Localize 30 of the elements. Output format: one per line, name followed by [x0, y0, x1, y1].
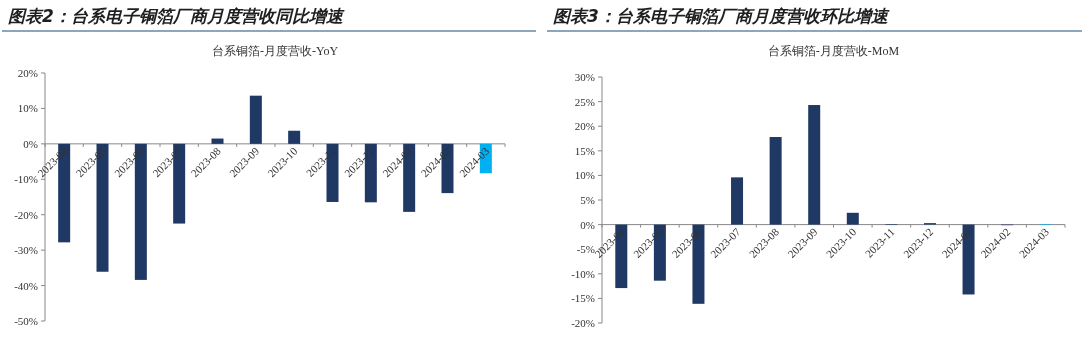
y-tick-label: -10% — [14, 173, 38, 186]
chart-subtitle: 台系铜箔-月度营收-YoY — [211, 44, 339, 58]
bar — [731, 177, 744, 225]
bar — [288, 130, 301, 144]
bar — [249, 95, 262, 144]
y-tick-label: 10% — [17, 102, 38, 115]
y-tick-label: 5% — [580, 194, 595, 206]
y-tick-label: 20% — [574, 120, 595, 133]
y-tick-label: -5% — [576, 243, 595, 256]
y-tick-label: -10% — [571, 267, 595, 280]
chart-title: 图表2：台系电子铜箔厂商月度营收同比增速 — [8, 6, 345, 26]
bar — [211, 138, 224, 144]
y-tick-label: 0% — [23, 137, 38, 150]
y-tick-label: -50% — [14, 315, 38, 327]
chart-title: 图表3：台系电子铜箔厂商月度营收环比增速 — [553, 6, 890, 26]
y-tick-label: -40% — [14, 279, 38, 292]
bar — [846, 212, 859, 225]
y-tick-label: 20% — [17, 67, 38, 79]
y-tick-label: -15% — [571, 292, 595, 305]
bar — [769, 137, 782, 225]
y-tick-label: 30% — [574, 71, 595, 83]
y-tick-label: -20% — [571, 317, 595, 329]
y-tick-label: 25% — [574, 95, 595, 108]
y-tick-label: 10% — [574, 169, 595, 182]
y-tick-label: -20% — [14, 208, 38, 221]
chart-subtitle: 台系铜箔-月度营收-MoM — [767, 44, 900, 58]
y-tick-label: 0% — [580, 218, 595, 231]
y-tick-label: -30% — [14, 244, 38, 257]
y-tick-label: 15% — [574, 144, 595, 157]
bar — [808, 105, 821, 225]
